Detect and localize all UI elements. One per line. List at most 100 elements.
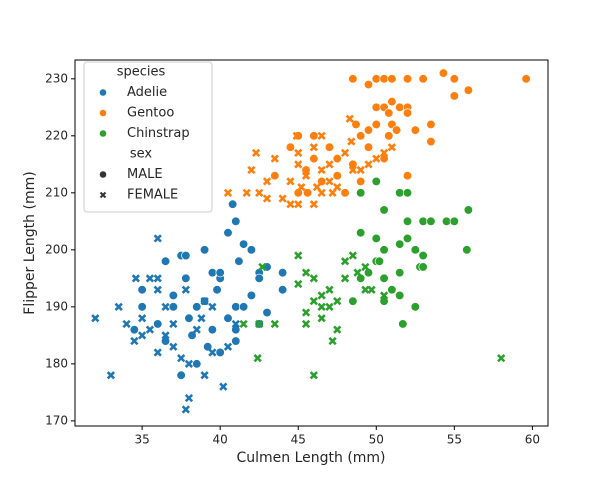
legend-marker (99, 129, 107, 138)
point (286, 200, 295, 209)
point (184, 393, 194, 403)
point (238, 302, 249, 312)
legend-marker (99, 191, 107, 199)
series-2 (239, 176, 506, 380)
point (138, 331, 147, 340)
point (258, 262, 267, 272)
point (262, 194, 272, 203)
point (379, 205, 389, 215)
point (312, 183, 322, 192)
point (302, 188, 313, 198)
point (363, 142, 374, 152)
point (348, 251, 357, 260)
point (246, 245, 257, 255)
legend-marker (99, 109, 107, 117)
point (286, 177, 295, 186)
y-tick-label: 210 (45, 185, 68, 199)
point (106, 371, 116, 380)
point (371, 233, 381, 244)
point (254, 273, 264, 283)
point (317, 165, 326, 175)
point (168, 290, 178, 301)
point (426, 136, 436, 147)
point (398, 319, 408, 329)
x-axis-label: Culmen Length (mm) (236, 450, 385, 466)
legend-label: Gentoo (127, 106, 174, 121)
legend-title: sex (130, 147, 153, 162)
point (317, 302, 326, 311)
point (379, 291, 389, 300)
point (402, 216, 413, 226)
point (294, 160, 303, 169)
legend-label: Chinstrap (127, 126, 190, 141)
y-tick-label: 180 (45, 356, 68, 370)
point (426, 119, 436, 130)
point (242, 188, 251, 197)
point (348, 296, 358, 306)
point (379, 245, 389, 255)
point (301, 308, 311, 317)
point (137, 302, 147, 312)
point (122, 319, 131, 329)
point (348, 74, 358, 84)
y-tick-label: 200 (45, 242, 68, 256)
point (356, 131, 366, 141)
point (223, 342, 233, 351)
y-tick-label: 220 (45, 128, 68, 142)
point (176, 370, 186, 380)
point (278, 194, 287, 203)
point (333, 297, 342, 306)
point (168, 302, 178, 312)
point (521, 74, 531, 84)
point (309, 143, 318, 152)
point (371, 176, 381, 187)
point (361, 262, 370, 272)
legend-marker (99, 170, 107, 179)
point (353, 268, 362, 277)
point (325, 160, 334, 169)
point (215, 347, 225, 358)
x-tick-label: 50 (369, 433, 384, 447)
point (345, 114, 354, 123)
point (253, 354, 262, 363)
point (402, 74, 413, 84)
legend: species Adelie Gentoo Chinstrap sex MALE FEMAL… (83, 61, 213, 213)
point (351, 119, 361, 130)
point (262, 177, 272, 186)
point (418, 74, 428, 84)
point (181, 250, 191, 261)
point (379, 273, 389, 283)
point (325, 285, 334, 294)
series-1 (223, 68, 531, 209)
y-tick-label: 190 (45, 299, 68, 313)
point (367, 285, 376, 294)
point (200, 297, 209, 306)
legend-label: Adelie (127, 85, 167, 100)
point (340, 274, 350, 283)
point (192, 325, 201, 334)
x-tick-label: 40 (213, 433, 228, 447)
point (379, 148, 389, 158)
point (91, 314, 100, 323)
point (309, 131, 319, 141)
legend-label: FEMALE (127, 188, 178, 203)
point (395, 102, 405, 112)
point (340, 257, 350, 266)
point (129, 325, 139, 335)
point (364, 160, 373, 169)
point (231, 336, 241, 346)
point (277, 285, 288, 295)
point (208, 302, 217, 311)
point (324, 142, 335, 152)
point (169, 342, 178, 351)
point (153, 348, 162, 357)
point (145, 274, 155, 283)
point (379, 74, 389, 84)
y-tick-label: 230 (45, 71, 68, 85)
point (294, 251, 303, 260)
point (181, 285, 190, 294)
point (309, 153, 319, 164)
point (212, 285, 222, 295)
point (395, 188, 405, 198)
point (328, 188, 337, 197)
